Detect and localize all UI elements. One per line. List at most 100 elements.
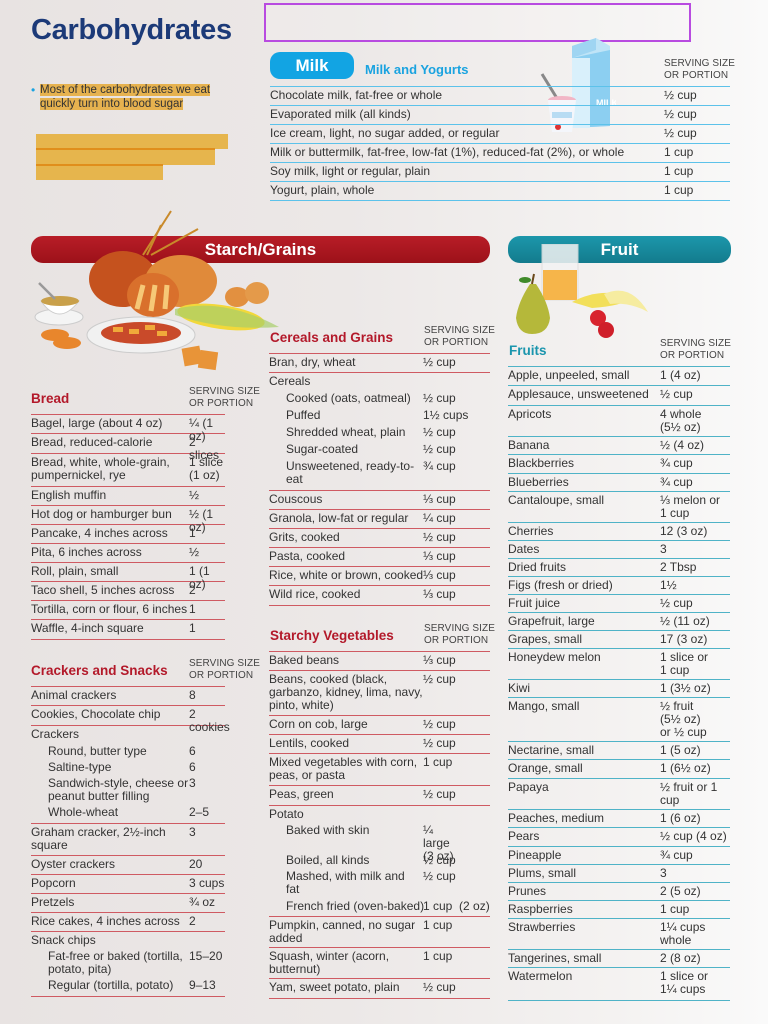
- table-row: Popcorn 3 cups: [31, 875, 225, 894]
- table-row: Tangerines, small 2 (8 oz): [508, 950, 730, 968]
- table-row: Mixed vegetables with corn, peas, or pas…: [269, 754, 490, 786]
- table-row: Bread, reduced-calorie 2 slices: [31, 434, 225, 462]
- table-row: Regular (tortilla, potato) 9–13: [31, 977, 225, 997]
- table-row: Cookies, Chocolate chip 2 cookies: [31, 707, 230, 734]
- table-row: Mashed, with milk and fat ½ cup: [286, 869, 456, 896]
- table-row: Bagel, large (about 4 oz) ¼ (1 oz): [31, 415, 225, 443]
- table-row: Saltine-type 6: [48, 760, 196, 774]
- table-row: Strawberries 1¼ cups whole: [508, 919, 730, 950]
- starch-grains-banner: Starch/Grains: [31, 236, 490, 263]
- table-row: Applesauce, unsweetened ½ cup: [508, 386, 730, 406]
- milk-subtitle: Milk and Yogurts: [365, 62, 469, 77]
- starchy-veg-subtitle: Starchy Vegetables: [270, 628, 394, 643]
- table-row: Grapefruit, large ½ (11 oz): [508, 613, 730, 631]
- table-row: Pineapple ¾ cup: [508, 847, 730, 865]
- table-row: Unsweetened, ready-to-eat ¾ cup: [269, 458, 490, 491]
- table-row: Snack chips: [31, 933, 96, 947]
- table-row: Fat-free or baked (tortilla, potato, pit…: [48, 949, 223, 976]
- table-row: Baked beans ⅓ cup: [269, 652, 490, 671]
- table-row: Bread, white, whole-grain, pumpernickel,…: [31, 454, 225, 487]
- table-row: Peas, green ½ cup: [269, 786, 490, 806]
- table-row: Peaches, medium 1 (6 oz): [508, 810, 730, 828]
- table-row: Plums, small 3: [508, 865, 730, 883]
- table-row: Prunes 2 (5 oz): [508, 883, 730, 901]
- table-row: Grits, cooked ½ cup: [269, 529, 490, 548]
- table-row: Soy milk, light or regular, plain 1 cup: [270, 163, 730, 182]
- table-row: Banana ½ (4 oz): [508, 437, 730, 455]
- table-row: Pretzels ¾ oz: [31, 894, 225, 913]
- table-row: Oyster crackers 20: [31, 856, 225, 875]
- table-row: Baked with skin ¼ large (3 oz): [286, 823, 454, 863]
- table-row: Evaporated milk (all kinds) ½ cup: [270, 106, 730, 125]
- table-row: Cantaloupe, small ⅓ melon or 1 cup: [508, 492, 730, 523]
- table-row: Kiwi 1 (3½ oz): [508, 680, 730, 698]
- table-row: Orange, small 1 (6½ oz): [508, 760, 730, 779]
- table-row: Fruit juice ½ cup: [508, 595, 730, 613]
- page-title: Carbohydrates: [31, 14, 232, 46]
- crackers-subtitle: Crackers and Snacks: [31, 663, 168, 678]
- cereals-subtitle: Cereals and Grains: [270, 330, 394, 345]
- starch-foods-illustration: [33, 205, 283, 375]
- table-row: Dates 3: [508, 541, 730, 559]
- table-row: Potato: [269, 807, 304, 821]
- table-row: Shredded wheat, plain ½ cup: [286, 425, 456, 439]
- milk-carton-icon: MILK: [566, 36, 618, 132]
- milk-table: Chocolate milk, fat-free or whole ½ cup E…: [270, 86, 730, 201]
- table-row: Apple, unpeeled, small 1 (4 oz): [508, 367, 730, 386]
- table-row: Wild rice, cooked ⅓ cup: [269, 586, 490, 606]
- table-row: Honeydew melon 1 slice or 1 cup: [508, 649, 730, 680]
- table-row: Cherries 12 (3 oz): [508, 523, 730, 541]
- table-row: Squash, winter (acorn, butternut) 1 cup: [269, 948, 490, 979]
- table-row: Rice cakes, 4 inches across 2: [31, 913, 225, 932]
- table-row: English muffin ½: [31, 487, 225, 506]
- table-row: Apricots 4 whole (5½ oz): [508, 406, 730, 437]
- bullet-icon: •: [31, 83, 36, 97]
- bread-table: Bagel, large (about 4 oz) ¼ (1 oz) Bread,…: [31, 414, 225, 640]
- annotation-box: [264, 3, 691, 42]
- table-row: Graham cracker, 2½-inch square 3: [31, 824, 225, 856]
- table-row: Pita, 6 inches across ½: [31, 544, 225, 563]
- intro-text: Most of the carbohydrates we eat quickly…: [40, 84, 211, 110]
- table-row: Sandwich-style, cheese or peanut butter …: [48, 776, 196, 803]
- table-row: Yam, sweet potato, plain ½ cup: [269, 979, 490, 999]
- table-row: Bran, dry, wheat ½ cup: [269, 354, 490, 373]
- fruits-subtitle: Fruits: [509, 343, 547, 358]
- table-row: Boiled, all kinds ½ cup: [286, 853, 456, 867]
- table-row: Couscous ⅓ cup: [269, 491, 490, 510]
- table-row: Pumpkin, canned, no sugar added 1 cup: [269, 917, 490, 948]
- table-row: Whole-wheat 2–5: [31, 804, 225, 824]
- bread-serving-header: SERVING SIZE OR PORTION: [189, 386, 261, 409]
- crackers-serving-header: SERVING SIZE OR PORTION: [189, 658, 261, 681]
- bread-subtitle: Bread: [31, 391, 70, 406]
- table-row: Blackberries ¾ cup: [508, 455, 730, 474]
- milk-pill: Milk: [270, 52, 354, 79]
- starchy-veg-table: Baked beans ⅓ cup Beans, cooked (black, g…: [269, 651, 490, 999]
- table-row: Taco shell, 5 inches across 2: [31, 582, 225, 601]
- table-row: Beans, cooked (black, garbanzo, kidney, …: [269, 671, 490, 716]
- cereals-table: Bran, dry, wheat ½ cup Cereals Cooked (oa…: [269, 353, 490, 606]
- table-row: Rice, white or brown, cooked ⅓ cup: [269, 567, 490, 586]
- table-row: Nectarine, small 1 (5 oz): [508, 742, 730, 760]
- cereals-serving-header: SERVING SIZE OR PORTION: [424, 325, 496, 348]
- table-row: Figs (fresh or dried) 1½: [508, 577, 730, 595]
- table-row: Yogurt, plain, whole 1 cup: [270, 182, 730, 201]
- table-row: Mango, small ½ fruit (5½ oz) or ½ cup: [508, 698, 730, 742]
- table-row: Grapes, small 17 (3 oz): [508, 631, 730, 649]
- table-row: Round, butter type 6: [48, 744, 196, 758]
- table-row: Cereals: [269, 374, 311, 388]
- table-row: Corn on cob, large ½ cup: [269, 716, 490, 735]
- table-row: Blueberries ¾ cup: [508, 474, 730, 492]
- table-row: Milk or buttermilk, fat-free, low-fat (1…: [270, 144, 730, 163]
- milk-serving-header: SERVING SIZE OR PORTION: [664, 58, 736, 81]
- table-row: Ice cream, light, no sugar added, or reg…: [270, 125, 730, 144]
- svg-text:MILK: MILK: [596, 98, 616, 108]
- table-row: Pasta, cooked ⅓ cup: [269, 548, 490, 567]
- table-row: Granola, low-fat or regular ¼ cup: [269, 510, 490, 529]
- table-row: Tortilla, corn or flour, 6 inches 1: [31, 601, 225, 620]
- intro-bullet: • Most of the carbohydrates we eat quick…: [31, 83, 231, 111]
- table-row: Animal crackers 8: [31, 687, 225, 706]
- table-row: Waffle, 4-inch square 1: [31, 620, 225, 640]
- table-row: Pancake, 4 inches across 1: [31, 525, 225, 544]
- table-row: French fried (oven-baked) 1 cup (2 oz): [269, 898, 490, 917]
- table-row: Watermelon 1 slice or 1¼ cups: [508, 968, 730, 1001]
